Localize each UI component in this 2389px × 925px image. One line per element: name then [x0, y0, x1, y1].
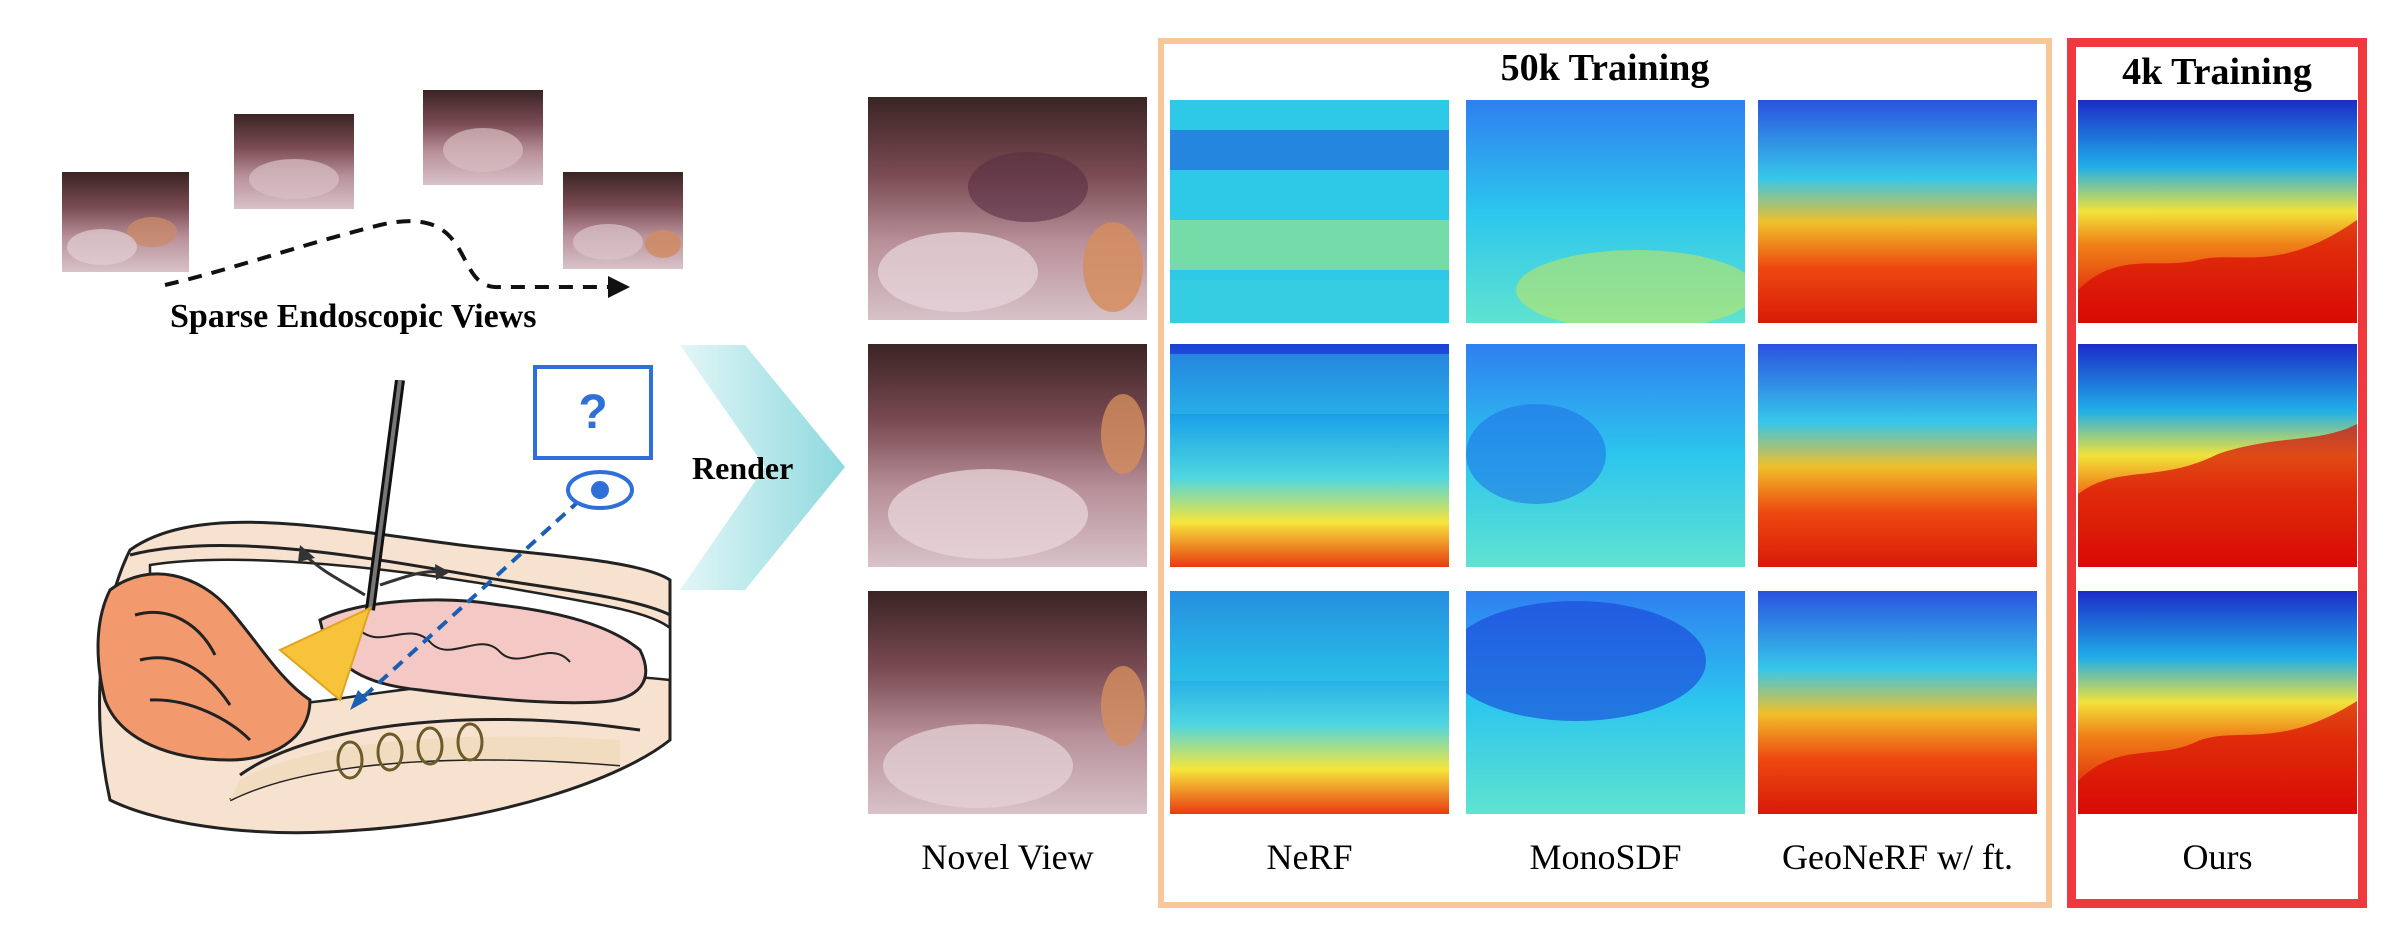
monosdf-depth-row-1 — [1466, 100, 1745, 323]
ours-depth-row-3 — [2078, 591, 2357, 814]
nerf-depth-row-3 — [1170, 591, 1449, 814]
sparse-view-thumb-4 — [563, 172, 683, 269]
training-50k-title: 50k Training — [1500, 47, 1710, 89]
ours-depth-row-2 — [2078, 344, 2357, 567]
training-4k-box — [2067, 38, 2367, 908]
novel-view-row-1 — [868, 97, 1147, 320]
unknown-view-box: ? — [533, 365, 653, 460]
nerf-depth-row-2 — [1170, 344, 1449, 567]
ours-depth-row-1 — [2078, 100, 2357, 323]
nerf-depth-row-1 — [1170, 100, 1449, 323]
column-label-monosdf: MonoSDF — [1529, 837, 1682, 877]
render-label: Render — [692, 450, 794, 486]
training-50k-box — [1158, 38, 2052, 908]
training-4k-title: 4k Training — [2122, 51, 2312, 93]
question-mark: ? — [578, 386, 608, 439]
sparse-view-thumb-3 — [423, 90, 543, 185]
anatomy-illustration — [96, 380, 672, 835]
render-arrow-shape — [680, 345, 845, 590]
monosdf-depth-row-2 — [1466, 344, 1745, 567]
geonerf-depth-row-2 — [1758, 344, 2037, 567]
novel-view-row-3 — [868, 591, 1147, 814]
column-label-nerf: NeRF — [1266, 837, 1353, 877]
novel-view-row-2 — [868, 344, 1147, 567]
camera-trajectory-dashed-arrow — [164, 219, 630, 298]
column-label-novel-view: Novel View — [921, 837, 1094, 877]
sparse-views-label: Sparse Endoscopic Views — [170, 298, 537, 335]
monosdf-depth-row-3 — [1466, 591, 1745, 814]
column-label-geonerf: GeoNeRF w/ ft. — [1782, 837, 2013, 877]
geonerf-depth-row-3 — [1758, 591, 2037, 814]
sparse-view-thumb-2 — [234, 114, 354, 209]
column-label-ours: Ours — [2182, 837, 2253, 877]
geonerf-depth-row-1 — [1758, 100, 2037, 323]
sparse-view-thumb-1 — [62, 172, 189, 272]
